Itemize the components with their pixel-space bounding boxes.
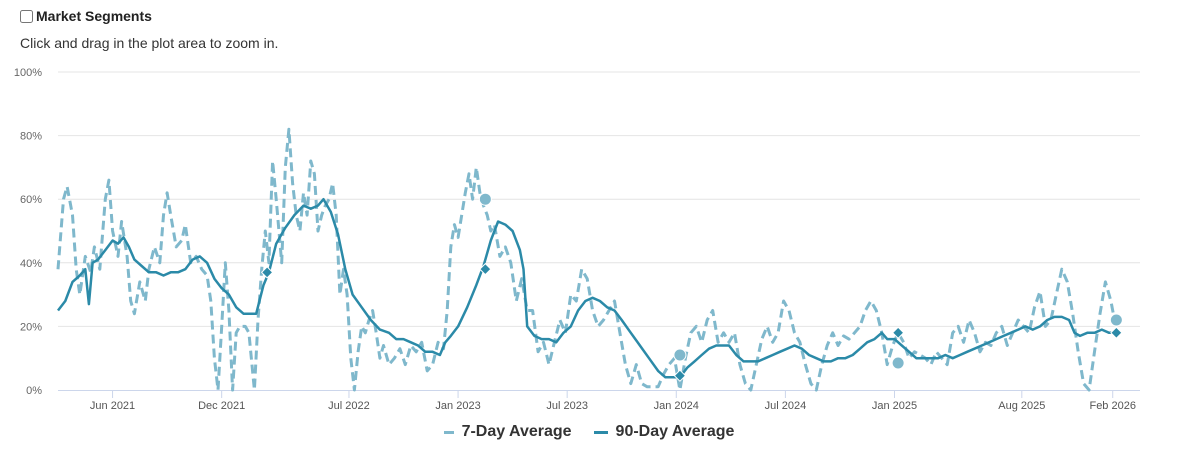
series-90-day-average-line — [57, 197, 1115, 379]
series-markers — [260, 192, 1123, 382]
x-tick-label: Dec 2021 — [198, 400, 245, 412]
x-tick-label: Jul 2024 — [765, 400, 807, 412]
marker-90-day-point — [673, 369, 687, 382]
x-tick-label: Jul 2022 — [328, 400, 370, 412]
legend: 7-Day Average 90-Day Average — [0, 423, 1178, 441]
y-tick-label: 60% — [20, 194, 42, 206]
x-tick-label: Jul 2023 — [546, 400, 588, 412]
marker-90-day-point — [260, 266, 274, 279]
series-lines — [56, 127, 1116, 392]
y-tick-label: 0% — [26, 385, 42, 397]
legend-item-90-day[interactable]: 90-Day Average — [593, 423, 735, 441]
marker-7-day-point — [673, 348, 687, 362]
marker-90-day-point — [479, 262, 492, 276]
market-segments-checkbox[interactable] — [20, 9, 33, 23]
marker-90-day-point — [891, 326, 905, 339]
x-tick-label: Jun 2021 — [90, 400, 135, 412]
legend-swatch-90-day — [593, 430, 608, 434]
series-7-day-average-line — [56, 127, 1116, 392]
y-tick-label: 40% — [20, 258, 42, 270]
marker-7-day-point — [478, 192, 492, 206]
y-tick-label: 100% — [14, 67, 42, 79]
marker-90-day-point — [1110, 326, 1123, 339]
chart-header: Market Segments — [20, 8, 152, 24]
x-tick-label: Feb 2026 — [1089, 400, 1135, 412]
line-chart[interactable]: 0% 20% 40% 60% 80% 100% Jun 2021 Dec 2021 Jul 2… — [0, 0, 1178, 420]
x-tick-label: Jan 2025 — [872, 400, 917, 412]
y-axis-labels: 0% 20% 40% 60% 80% 100% — [14, 67, 42, 397]
y-tick-label: 20% — [20, 321, 42, 333]
x-tick-label: Jan 2023 — [435, 400, 480, 412]
legend-item-7-day[interactable]: 7-Day Average — [443, 423, 572, 441]
legend-swatch-7-day — [443, 430, 454, 434]
marker-7-day-point — [891, 356, 905, 370]
x-tick-label: Jan 2024 — [654, 400, 699, 412]
zoom-hint: Click and drag in the plot area to zoom … — [20, 35, 279, 51]
legend-label-90-day: 90-Day Average — [615, 423, 735, 440]
marker-7-day-point — [1109, 313, 1123, 327]
chart-title: Market Segments — [36, 8, 152, 24]
x-tick-label: Aug 2025 — [998, 400, 1045, 412]
y-tick-label: 80% — [20, 131, 42, 143]
x-axis: Jun 2021 Dec 2021 Jul 2022 Jan 2023 Jul 2023… — [58, 390, 1140, 412]
legend-label-7-day: 7-Day Average — [461, 423, 572, 440]
